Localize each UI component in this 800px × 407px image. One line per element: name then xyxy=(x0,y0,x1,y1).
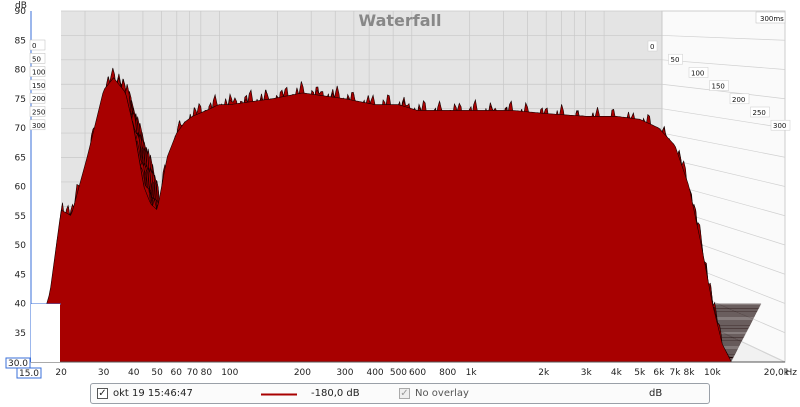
x-tick-label: 100 xyxy=(221,368,238,378)
time-end-box xyxy=(755,11,786,24)
time-tick-box xyxy=(29,119,46,131)
trace-level-value: -180,0 dB xyxy=(311,388,360,399)
time-tick-label-left: 50 xyxy=(32,55,41,63)
y-tick-label: 85 xyxy=(15,36,26,46)
y-tick-label: 55 xyxy=(15,212,26,222)
time-tick-label-right: 100 xyxy=(691,69,704,77)
y-tick-label: 90 xyxy=(15,7,27,17)
x-tick-label: 30 xyxy=(98,368,110,378)
x-corner-value: 15.0 xyxy=(19,369,39,379)
x-tick-label: 10k xyxy=(704,368,721,378)
x-tick-label: 5k xyxy=(634,368,646,378)
time-tick-label-left: 100 xyxy=(32,69,45,77)
x-tick-label: 80 xyxy=(201,368,213,378)
x-tick-label: 300 xyxy=(336,368,353,378)
waterfall-slices xyxy=(30,67,762,363)
chart-title: Waterfall xyxy=(359,11,442,30)
y-tick-label: 45 xyxy=(15,270,26,280)
time-tick-box xyxy=(29,66,46,77)
unit-label: dB xyxy=(649,388,663,399)
time-tick-box xyxy=(29,39,46,51)
grid-line-side xyxy=(661,83,786,100)
overlay-checkbox[interactable]: ✓ xyxy=(399,388,410,399)
time-axis-end-label: 300ms xyxy=(760,15,784,23)
depth-marker-box xyxy=(31,304,60,362)
y-tick-label: 35 xyxy=(15,329,26,339)
x-tick-label: 6k xyxy=(653,368,665,378)
x-tick-label: 4k xyxy=(611,368,623,378)
x-tick-label: 7k xyxy=(670,368,682,378)
time-tick-label-right: 150 xyxy=(712,83,725,91)
y-tick-label: 50 xyxy=(15,241,27,251)
time-tick-box xyxy=(647,40,658,52)
grid-line-side xyxy=(661,35,786,41)
time-tick-box xyxy=(29,92,46,104)
x-tick-label: 3k xyxy=(581,368,593,378)
x-tick-label: 200 xyxy=(294,368,311,378)
y-unit-label: dB xyxy=(15,1,27,11)
grid-line-side xyxy=(661,108,786,129)
y-tick-label: 80 xyxy=(15,66,27,76)
grid-line-side xyxy=(661,157,786,187)
x-tick-label: 60 xyxy=(171,368,183,378)
time-tick-box xyxy=(770,119,791,131)
x-tick-label: 500 xyxy=(390,368,407,378)
time-tick-label-left: 0 xyxy=(32,42,36,50)
time-tick-box xyxy=(29,53,46,64)
y-tick-label: 65 xyxy=(15,153,26,163)
x-unit-label: Hz xyxy=(786,368,798,378)
time-tick-box xyxy=(688,67,709,78)
y-tick-label: 75 xyxy=(15,95,26,105)
time-tick-label-left: 150 xyxy=(32,82,45,90)
time-tick-label-left: 300 xyxy=(32,122,45,130)
y-tick-label: 70 xyxy=(15,124,27,134)
time-tick-label-right: 300 xyxy=(773,122,786,130)
time-tick-box xyxy=(750,106,770,118)
time-tick-label-right: 50 xyxy=(671,56,680,64)
trace-visible-checkbox[interactable]: ✓ xyxy=(97,388,108,399)
x-tick-label: 600 xyxy=(409,368,426,378)
x-corner-box xyxy=(16,367,42,379)
x-tick-label: 8k xyxy=(684,368,696,378)
grid-line-side xyxy=(661,132,786,158)
time-tick-label-right: 200 xyxy=(732,96,745,104)
time-tick-box xyxy=(729,93,750,105)
time-tick-box xyxy=(29,79,46,91)
time-tick-box xyxy=(668,53,683,65)
overlay-label: No overlay xyxy=(415,388,469,399)
x-tick-label: 1k xyxy=(466,368,478,378)
x-tick-label: 40 xyxy=(128,368,140,378)
y-tick-label: 60 xyxy=(15,183,27,193)
x-tick-label: 20 xyxy=(55,368,67,378)
time-tick-label-left: 250 xyxy=(32,109,45,117)
x-tick-label: 20,0k xyxy=(764,368,790,378)
x-tick-label: 2k xyxy=(538,368,550,378)
time-tick-label-right: 0 xyxy=(650,43,654,51)
x-tick-label: 50 xyxy=(151,368,163,378)
time-tick-box xyxy=(29,106,46,117)
time-tick-box xyxy=(709,80,729,91)
time-tick-label-left: 200 xyxy=(32,95,45,103)
trace-color-swatch xyxy=(261,393,297,396)
legend-bar: ✓ okt 19 15:46:47 -180,0 dB ✓ No overlay… xyxy=(90,383,710,404)
time-tick-label-right: 250 xyxy=(753,109,766,117)
y-tick-label: 40 xyxy=(15,300,27,310)
x-tick-label: 400 xyxy=(366,368,383,378)
x-tick-label: 70 xyxy=(187,368,199,378)
measurement-timestamp: okt 19 15:46:47 xyxy=(113,388,193,399)
y-corner-value: 30.0 xyxy=(8,359,28,369)
waterfall-slice xyxy=(30,77,732,363)
x-tick-label: 800 xyxy=(439,368,456,378)
